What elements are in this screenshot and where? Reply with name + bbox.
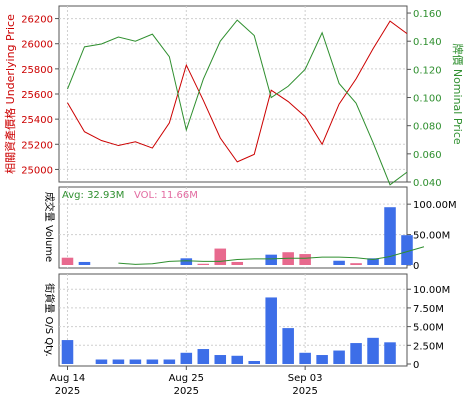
volume-axis-label: 成交量 Volume: [43, 192, 56, 262]
outstanding-bar: [214, 355, 227, 364]
volume-bar: [299, 254, 311, 265]
outstanding-bar: [333, 350, 345, 364]
left-tick-label: 25600: [21, 90, 53, 101]
underlying-price-line: [67, 20, 408, 163]
right-tick-label: 0.040: [413, 178, 442, 189]
volume-bar: [61, 257, 74, 265]
right-tick-label: 0.160: [413, 9, 442, 20]
left-tick-label: 25800: [21, 65, 53, 76]
volume-bar: [231, 261, 244, 265]
volume-bar: [78, 261, 91, 265]
outstanding-bar: [61, 340, 74, 364]
outstanding-tick-label: 0: [413, 360, 419, 371]
volume-average-legend: Avg: 32.93M: [62, 190, 124, 201]
volume-bar: [265, 254, 277, 265]
outstanding-bar: [265, 297, 277, 364]
volume-bar: [384, 207, 396, 265]
volume-tick-label: 0: [413, 261, 419, 272]
left-tick-label: 25200: [21, 140, 53, 151]
x-tick-label: Sep 03: [288, 373, 323, 384]
left-axis-label: 相關資產價格 Underlying Price: [3, 14, 17, 174]
outstanding-bar: [384, 342, 396, 364]
x-tick-year: 2025: [174, 386, 199, 397]
outstanding-bar: [180, 352, 193, 364]
volume-bar: [214, 248, 227, 265]
outstanding-tick-label: 7.50M: [413, 304, 444, 315]
outstanding-bar: [248, 361, 260, 364]
outstanding-bar: [95, 359, 108, 364]
outstanding-bar: [146, 359, 159, 364]
volume-tick-label: 50.00M: [413, 231, 450, 242]
outstanding-bar: [299, 352, 311, 364]
volume-bar: [333, 260, 345, 265]
volume-bar: [350, 263, 362, 265]
x-tick-label: Aug 25: [169, 373, 204, 384]
outstanding-bar: [163, 359, 176, 364]
left-tick-label: 25400: [21, 115, 53, 126]
volume-bar: [367, 258, 379, 265]
right-tick-label: 0.120: [413, 65, 442, 76]
outstanding-bar: [316, 355, 328, 364]
outstanding-bar: [231, 355, 244, 364]
right-tick-label: 0.100: [413, 94, 442, 105]
outstanding-tick-label: 5.00M: [413, 323, 444, 334]
x-tick-year: 2025: [292, 386, 317, 397]
right-tick-label: 0.060: [413, 150, 442, 161]
left-tick-label: 25000: [21, 165, 53, 176]
left-tick-label: 26200: [21, 15, 53, 26]
volume-current-legend: VOL: 11.66M: [134, 190, 198, 201]
outstanding-bar: [282, 328, 294, 364]
x-tick-year: 2025: [55, 386, 80, 397]
volume-panel-frame: [58, 186, 408, 269]
outstanding-bar: [197, 349, 210, 364]
right-axis-label: 牌價 Nominal Price: [451, 43, 465, 145]
outstanding-bar: [350, 343, 362, 364]
outstanding-tick-label: 10.00M: [413, 285, 450, 296]
outstanding-bar: [367, 337, 379, 364]
volume-tick-label: 100.00M: [413, 200, 457, 211]
x-tick-label: Aug 14: [50, 373, 85, 384]
volume-bar: [180, 258, 193, 265]
right-tick-label: 0.080: [413, 122, 442, 133]
left-tick-label: 26000: [21, 40, 53, 51]
right-tick-label: 0.140: [413, 37, 442, 48]
outstanding-bar: [129, 359, 142, 364]
volume-bar: [401, 235, 413, 265]
outstanding-axis-label: 街貨量 O/S Qty.: [43, 283, 56, 356]
outstanding-tick-label: 2.50M: [413, 341, 444, 352]
volume-bar: [197, 263, 210, 265]
outstanding-bar: [112, 359, 125, 364]
nominal-price-line: [67, 19, 408, 186]
volume-average-line: [118, 246, 425, 265]
